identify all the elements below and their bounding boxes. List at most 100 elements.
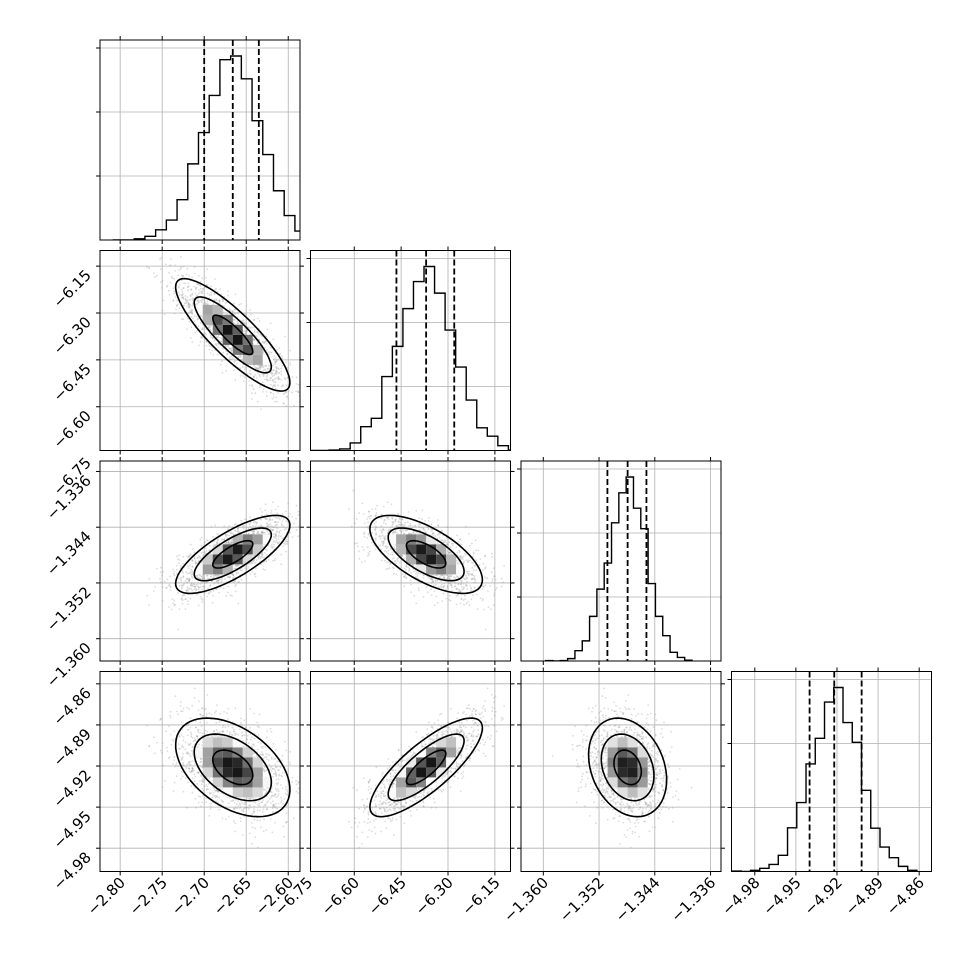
sample-point [203, 551, 206, 554]
sample-point [182, 762, 185, 765]
sample-point [179, 701, 182, 704]
sample-point [459, 555, 462, 558]
sample-point [247, 742, 250, 744]
sample-point [486, 577, 489, 579]
sample-point [245, 331, 247, 334]
sample-point [456, 575, 459, 578]
sample-point [273, 355, 276, 357]
sample-point [195, 561, 197, 564]
sample-point [180, 757, 183, 760]
sample-point [265, 559, 268, 562]
sample-point [427, 517, 430, 519]
sample-point [446, 586, 449, 588]
sample-point [446, 574, 449, 577]
sample-point [277, 367, 279, 370]
sample-point [228, 347, 231, 349]
sample-point [189, 742, 192, 745]
sample-point [493, 592, 496, 595]
sample-point [200, 596, 202, 598]
sample-point [205, 341, 208, 343]
sample-point [178, 554, 181, 557]
sample-point [246, 567, 248, 570]
sample-point [281, 357, 284, 360]
sample-point [231, 594, 233, 597]
sample-point [380, 517, 383, 520]
sample-point [454, 585, 457, 588]
sample-point [383, 536, 385, 538]
sample-point [181, 570, 184, 573]
sample-point [180, 580, 182, 582]
sample-point [448, 541, 451, 544]
sample-point [171, 277, 174, 279]
sample-point [470, 588, 473, 590]
sample-point [274, 372, 277, 374]
sample-point [375, 521, 377, 523]
sample-point [215, 580, 218, 583]
sample-point [473, 586, 476, 589]
sample-point [237, 528, 239, 530]
sample-point [378, 535, 381, 537]
sample-point [210, 294, 213, 296]
sample-point [251, 326, 253, 329]
sample-point [449, 582, 452, 585]
sample-point [375, 531, 377, 534]
sample-point [189, 571, 192, 574]
sample-point [484, 584, 487, 587]
sample-point [311, 821, 313, 823]
density-cell [192, 304, 203, 315]
sample-point [188, 578, 190, 581]
sample-point [439, 574, 442, 576]
sample-point [471, 573, 473, 576]
panel-3-1: −1.360−1.352−1.344−1.336 [43, 457, 304, 691]
sample-point [165, 285, 168, 288]
sample-point [369, 550, 371, 553]
sample-point [389, 548, 392, 551]
sample-point [224, 578, 226, 580]
sample-point [393, 572, 395, 575]
sample-point [280, 516, 283, 519]
sample-point [197, 709, 200, 712]
sample-point [187, 603, 190, 606]
sample-point [228, 356, 231, 359]
sample-point [273, 559, 276, 562]
density-cell [436, 564, 447, 575]
sample-point [251, 384, 253, 386]
sample-point [385, 568, 388, 571]
sample-point [428, 576, 430, 579]
sample-point [464, 578, 467, 581]
sample-point [493, 594, 495, 597]
sample-point [266, 368, 269, 370]
sample-point [181, 296, 183, 299]
sample-point [266, 513, 268, 516]
sample-point [273, 378, 276, 381]
sample-point [442, 574, 444, 577]
sample-point [188, 302, 190, 305]
sample-point [189, 303, 191, 306]
sample-point [205, 302, 208, 305]
sample-point [212, 589, 215, 592]
sample-point [192, 317, 194, 320]
sample-point [474, 539, 477, 541]
sample-point [457, 576, 460, 579]
sample-point [459, 590, 462, 593]
sample-point [172, 763, 175, 765]
sample-point [221, 298, 224, 301]
sample-point [227, 345, 229, 348]
sample-point [272, 526, 275, 528]
sample-point [268, 364, 270, 367]
sample-point [482, 585, 485, 588]
sample-point [426, 591, 429, 594]
sample-point [451, 589, 453, 592]
sample-point [259, 366, 262, 369]
sample-point [431, 580, 434, 583]
sample-point [274, 521, 277, 523]
density-cell [232, 554, 243, 565]
sample-point [237, 531, 240, 534]
sample-point [199, 583, 202, 585]
sample-point [225, 345, 228, 348]
sample-point [456, 594, 459, 596]
sample-point [277, 376, 279, 379]
sample-point [368, 532, 370, 535]
sample-point [457, 583, 460, 585]
sample-point [268, 353, 271, 356]
